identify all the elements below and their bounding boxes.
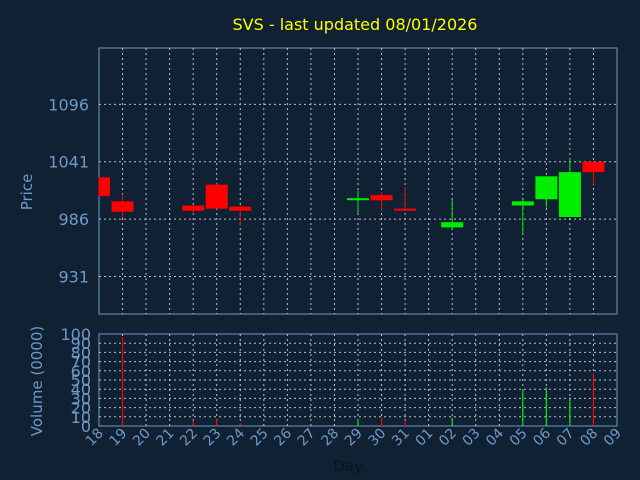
day-tick-label: 04 (483, 425, 507, 449)
day-tick-label: 01 (413, 426, 437, 450)
price-axis-label: Price (18, 174, 36, 211)
price-tick-label: 986 (58, 210, 89, 229)
volume-tick-label: 60 (71, 362, 91, 381)
day-tick-label: 05 (507, 426, 531, 450)
candle-body (558, 172, 581, 217)
day-tick-label: 31 (389, 426, 413, 450)
candle-body (370, 195, 393, 201)
candle-body (182, 205, 205, 211)
volume-tick-label: 50 (71, 371, 91, 390)
volume-axis-label: Volume (0000) (28, 326, 46, 436)
day-tick-label: 24 (224, 425, 248, 449)
day-tick-label: 02 (436, 426, 460, 450)
day-tick-label: 20 (130, 426, 154, 450)
day-tick-label: 06 (530, 425, 554, 449)
volume-tick-label: 70 (71, 353, 91, 372)
volume-tick-label: 90 (71, 334, 91, 353)
day-tick-label: 26 (271, 425, 295, 449)
volume-tick-label: 40 (71, 380, 91, 399)
volume-tick-label: 80 (71, 343, 91, 362)
day-tick-label: 03 (460, 426, 484, 450)
chart-title: SVS - last updated 08/01/2026 (233, 15, 478, 34)
day-tick-label: 29 (342, 426, 366, 450)
day-tick-label: 07 (554, 426, 578, 450)
candle-body (111, 201, 134, 212)
day-tick-label: 22 (177, 426, 201, 450)
day-tick-label: 21 (154, 426, 178, 450)
candle-body (394, 208, 417, 211)
volume-tick-label: 30 (71, 389, 91, 408)
candle-body (582, 161, 605, 173)
candle-body (229, 206, 252, 211)
candle-body (99, 177, 110, 197)
day-tick-label: 27 (295, 426, 319, 450)
day-tick-label: 28 (318, 426, 342, 450)
day-tick-label: 23 (201, 426, 225, 450)
price-tick-label: 1096 (48, 95, 89, 114)
x-axis-label: Day (333, 457, 363, 475)
day-tick-label: 08 (577, 426, 601, 450)
price-tick-label: 1041 (48, 153, 89, 172)
candle-body (347, 198, 369, 201)
day-tick-label: 09 (601, 426, 625, 450)
day-tick-label: 19 (106, 426, 130, 450)
volume-tick-label: 20 (71, 399, 91, 418)
price-panel: 931 986 1041 1096 (48, 47, 618, 315)
candle-body (205, 184, 228, 209)
day-tick-label: 25 (248, 426, 272, 450)
day-tick-label: 30 (365, 426, 389, 450)
candle-body (441, 222, 464, 228)
volume-tick-label: 10 (71, 408, 91, 427)
candle-body (511, 201, 534, 206)
price-tick-label: 931 (58, 267, 89, 286)
candle-body (535, 176, 558, 200)
volume-tick-label: 0 (81, 417, 91, 436)
volume-tick-label: 100 (60, 325, 91, 344)
